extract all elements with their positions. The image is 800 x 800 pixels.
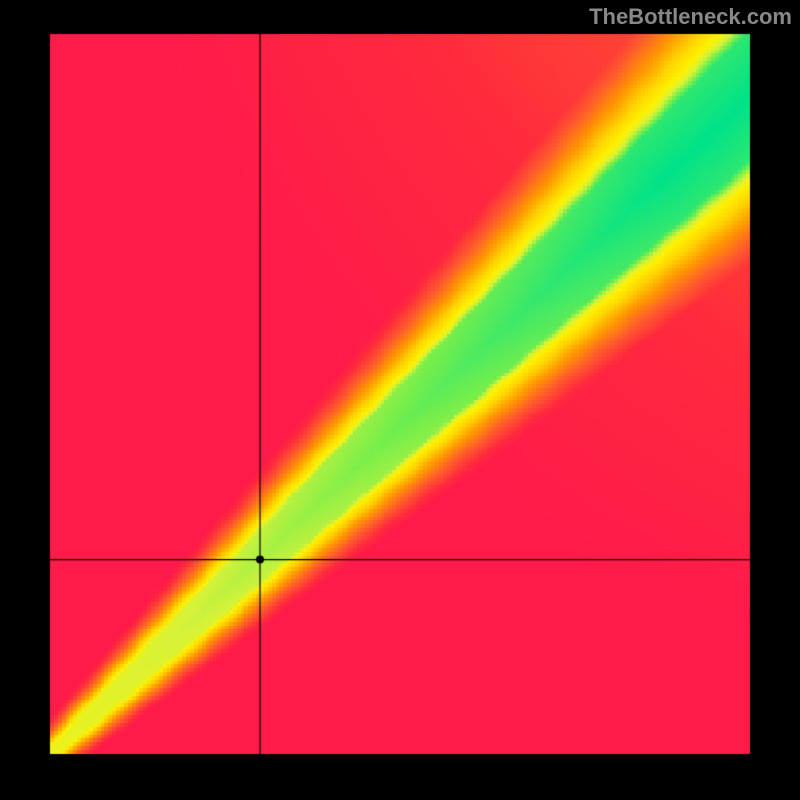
heatmap-canvas	[0, 0, 800, 800]
chart-container: TheBottleneck.com	[0, 0, 800, 800]
watermark-text: TheBottleneck.com	[589, 4, 792, 30]
